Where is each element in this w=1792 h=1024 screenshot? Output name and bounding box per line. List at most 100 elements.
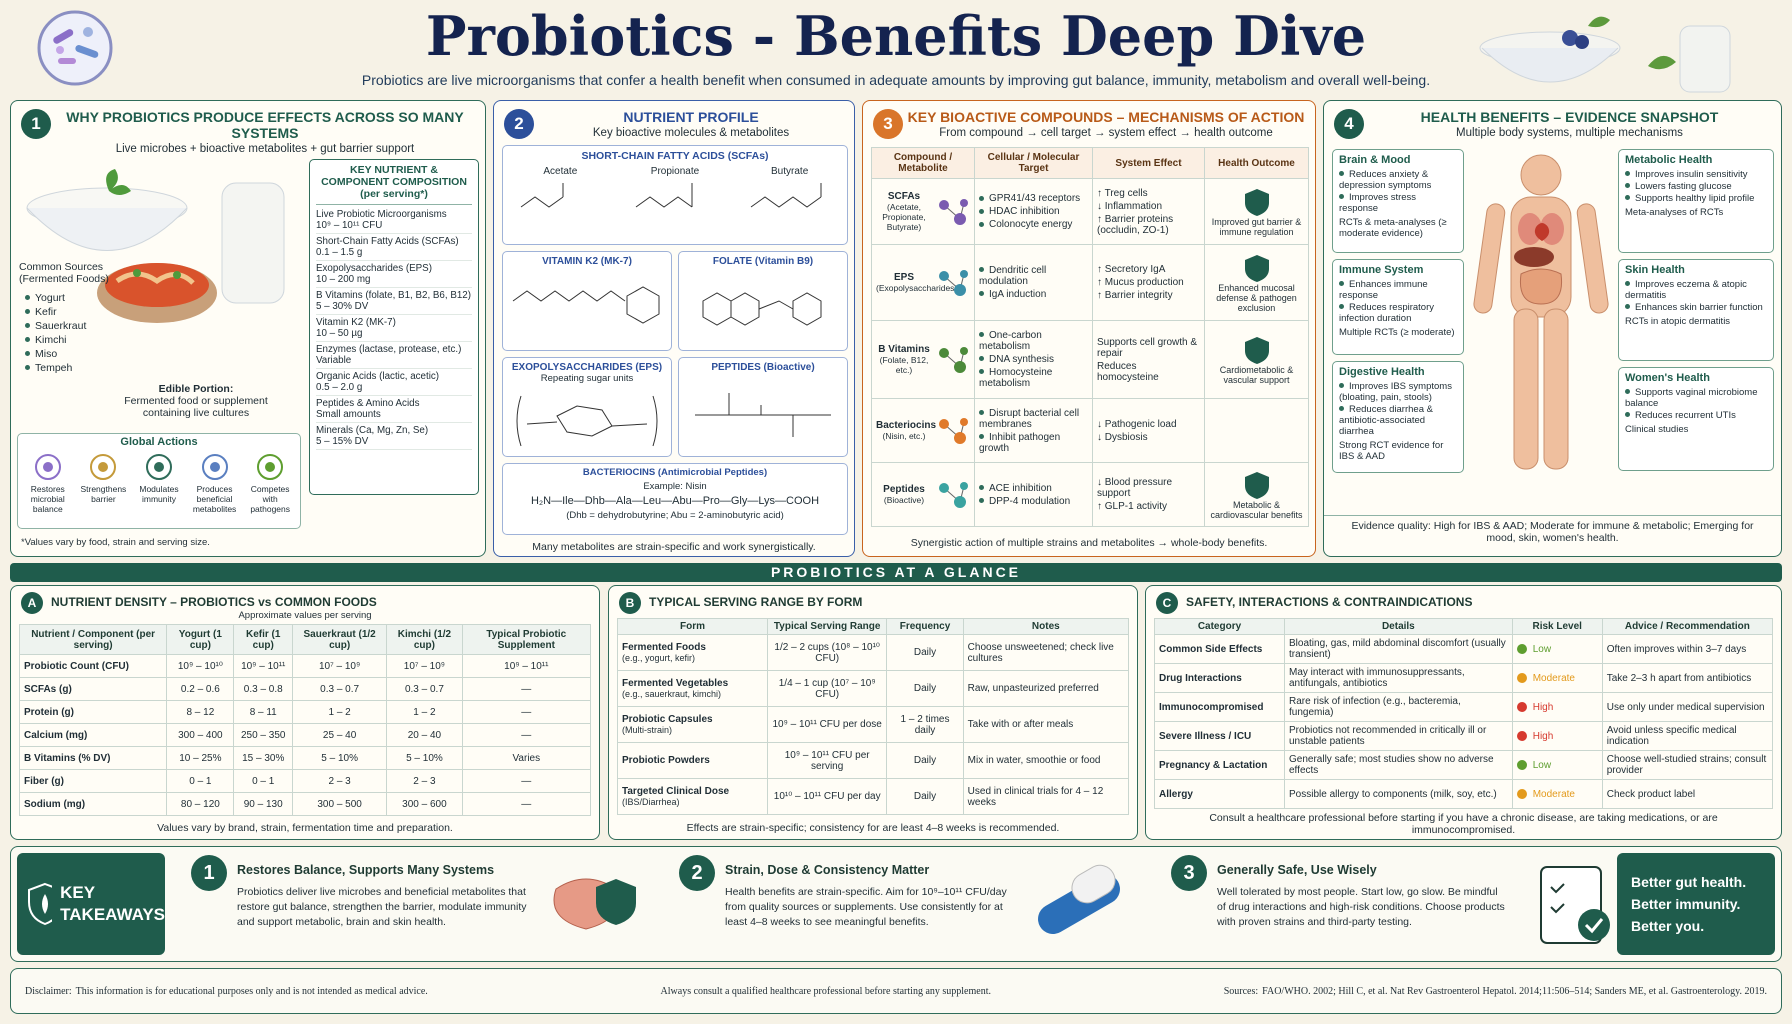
- sources-label: Sources:: [1223, 985, 1259, 997]
- outcome-icon: [1244, 336, 1269, 364]
- effect-item: ↑ Mucus production: [1097, 277, 1184, 288]
- global-actions: Global Actions Restores microbial balance…: [17, 433, 301, 529]
- column-header: Kefir (1 cup): [233, 624, 293, 655]
- benefit-title: Brain & Mood: [1339, 154, 1411, 166]
- nutrient-row: SCFAs (g) 0.2 – 0.6 0.3 – 0.8 0.3 – 0.7 0.3 …: [18, 677, 592, 701]
- column-header: Kimchi (1/2 cup): [386, 624, 463, 655]
- section-title: KEY BIOACTIVE COMPOUNDS – MECHANISMS OF …: [907, 109, 1305, 125]
- header-row: Compound / Metabolite Cellular / Molecula…: [871, 146, 1309, 180]
- section-footnote: Effects are strain-specific; consistency…: [686, 822, 1060, 834]
- item-name: Exopolysaccharides (EPS): [316, 263, 432, 274]
- takeaway-illustration: [1038, 864, 1120, 935]
- risk-dot: [1516, 672, 1527, 683]
- banner: PROBIOTICS AT A GLANCE: [10, 563, 1782, 582]
- bullet: [1339, 383, 1344, 389]
- composition-item: Enzymes (lactase, protease, etc.) Variabl…: [316, 342, 472, 369]
- bullet-item: Improves stress response: [1339, 192, 1457, 214]
- panel-health-benefits: 4 HEALTH BENEFITS – EVIDENCE SNAPSHOT Mult…: [1323, 100, 1782, 557]
- outcome-text: Metabolic & cardiovascular benefits: [1210, 499, 1303, 520]
- outcome-text: Improved gut barrier & immune regulation: [1211, 216, 1302, 237]
- value-cell: 8 – 12: [166, 700, 235, 724]
- section-letter: A: [21, 592, 43, 614]
- value-cell: 10⁹ – 10¹¹: [233, 654, 293, 678]
- mechanism-row: Peptides (Bioactive) ACE inhibition DPP-4 m…: [871, 462, 1309, 527]
- serving-table: Form Typical Serving Range Frequency Notes F…: [617, 618, 1130, 815]
- bullet-item: Enhances skin barrier function: [1625, 302, 1767, 313]
- composition-item: Short-Chain Fatty Acids (SCFAs) 0.1 – 1.5…: [316, 234, 472, 261]
- bullet-item: Enhances immune response: [1339, 279, 1457, 301]
- category-cell: Pregnancy & Lactation: [1154, 750, 1285, 780]
- risk-cell: Moderate: [1511, 663, 1603, 693]
- section-subtitle: From compound → cell target → system eff…: [939, 127, 1273, 139]
- panel-footer: Evidence quality: High for IBS & AAD; Mo…: [1324, 515, 1781, 544]
- value-cell: 0.3 – 0.7: [386, 677, 463, 701]
- compound-cell: EPS (Exopolysaccharides): [871, 244, 975, 321]
- bullet-text: DPP-4 modulation: [989, 495, 1071, 507]
- compound-name: SCFAs: [887, 191, 921, 203]
- action-label: Competes with pathogens: [250, 484, 291, 514]
- box-title: VITAMIN K2 (MK-7): [542, 256, 632, 267]
- box-title: FOLATE (Vitamin B9): [712, 256, 814, 267]
- benefit-box: Immune System Enhances immune response Red…: [1332, 259, 1464, 355]
- value-cell: Varies: [461, 746, 592, 770]
- form-cell: Fermented Vegetables (e.g., sauerkraut, k…: [617, 670, 768, 707]
- edible-title: Edible Portion:: [158, 383, 234, 395]
- bullet-text: ACE inhibition: [989, 482, 1052, 494]
- form-cell: Targeted Clinical Dose (IBS/Diarrhea): [617, 778, 768, 815]
- bullet-item: Kimchi: [25, 333, 119, 347]
- benefit-title: Skin Health: [1625, 264, 1685, 276]
- compound-text: Peptides (Bioactive): [876, 484, 932, 505]
- advice-cell: Choose well-studied strains; consult pro…: [1601, 750, 1774, 780]
- bullet-text: Enhances immune response: [1339, 279, 1428, 301]
- bacteriocin-example: Example: Nisin: [643, 481, 707, 492]
- compound-sub: (Folate, B12, etc.): [879, 355, 929, 376]
- bullet: [1339, 281, 1344, 287]
- scfa-row: Acetate Propionate Butyrate: [503, 166, 847, 230]
- serving-row: Probiotic Powders 10⁹ – 10¹¹ CFU per serv…: [617, 742, 1130, 779]
- bullet-text: HDAC inhibition: [989, 206, 1060, 218]
- serving-row: Fermented Foods (e.g., yogurt, kefir) 1/2 …: [617, 634, 1130, 671]
- section-number: 4: [1334, 109, 1364, 139]
- section-serving-range: B TYPICAL SERVING RANGE BY FORM Form Typica…: [608, 585, 1138, 840]
- section-number: 3: [873, 109, 903, 139]
- action-icon: [145, 454, 172, 480]
- risk-dot: [1516, 730, 1527, 741]
- bullet: [979, 267, 984, 273]
- action-item: Produces beneficial metabolites: [188, 450, 242, 514]
- item-name: Short-Chain Fatty Acids (SCFAs): [316, 236, 459, 247]
- value-cell: 90 – 130: [233, 792, 293, 816]
- column-header: Typical Serving Range: [766, 618, 888, 635]
- bullet-item: Disrupt bacterial cell membranes: [979, 408, 1088, 430]
- safety-row: Pregnancy & Lactation Generally safe; mos…: [1154, 750, 1774, 780]
- scfa-name: Acetate: [543, 166, 578, 177]
- safety-row: Common Side Effects Bloating, gas, mild a…: [1154, 634, 1774, 664]
- value-cell: —: [461, 677, 592, 701]
- form-name: Fermented Foods: [622, 642, 706, 653]
- action-icon: [90, 454, 117, 480]
- risk-cell: Moderate: [1511, 779, 1603, 809]
- bullet-text: Improves insulin sensitivity: [1635, 169, 1748, 180]
- value-cell: 10⁹ – 10¹¹: [461, 654, 592, 678]
- item-value: 5 – 30% DV: [316, 301, 369, 312]
- bullet-item: Miso: [25, 347, 119, 361]
- compound: SCFAs (Acetate, Propionate, Butyrate): [876, 191, 970, 232]
- effect-item: ↓ Dysbiosis: [1097, 431, 1148, 443]
- takeaway-illustration: [553, 878, 636, 930]
- safety-row: Severe Illness / ICU Probiotics not recom…: [1154, 721, 1774, 751]
- bullet: [1625, 195, 1630, 201]
- takeaway-number: 2: [679, 855, 715, 891]
- form-sub: (e.g., yogurt, kefir): [622, 653, 696, 663]
- item-name: Peptides & Amino Acids: [316, 398, 420, 409]
- form-name: Probiotic Powders: [622, 755, 710, 766]
- compound: Peptides (Bioactive): [876, 478, 970, 512]
- value-cell: —: [461, 723, 592, 747]
- compound-sub: (Exopolysaccharides): [876, 283, 958, 293]
- effect-item: ↑ Secretory IgA: [1097, 264, 1166, 275]
- bullet-item: HDAC inhibition: [979, 206, 1088, 217]
- slogan-box: Better gut health. Better immunity. Better…: [1617, 853, 1775, 955]
- target-cell: One-carbon metabolism DNA synthesis Homocy…: [974, 319, 1093, 400]
- composition-item: Organic Acids (lactic, acetic) 0.5 – 2.0 …: [316, 369, 472, 396]
- bullet: [979, 484, 984, 490]
- effect-cell: Supports cell growth & repair Reduces hom…: [1092, 319, 1205, 400]
- effect-item: ↓ Pathogenic load: [1097, 418, 1177, 430]
